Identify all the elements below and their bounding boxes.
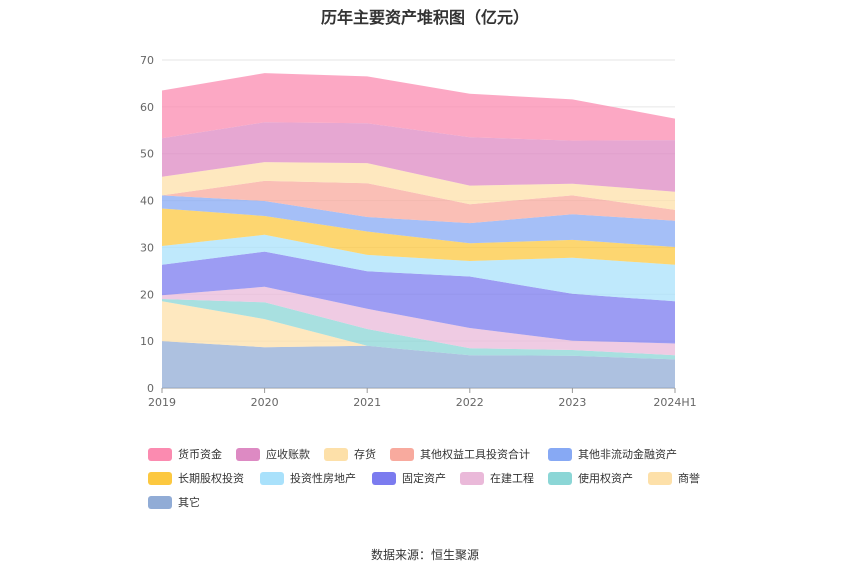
legend-label: 在建工程: [490, 472, 534, 485]
area-series-使用权资产: [162, 299, 675, 360]
area-series-长期股权投资: [162, 208, 675, 265]
area-series-其它: [162, 341, 675, 388]
y-tick-label: 0: [147, 382, 154, 395]
y-tick-label: 40: [140, 195, 154, 208]
legend-item[interactable]: 商誉: [648, 470, 700, 486]
area-series-其他非流动金融资产: [162, 195, 675, 247]
legend-item[interactable]: 长期股权投资: [148, 470, 244, 486]
area-series-其他权益工具投资合计: [162, 180, 675, 224]
legend-label: 长期股权投资: [178, 472, 244, 485]
x-tick-label: 2022: [456, 396, 484, 409]
x-tick-label: 2021: [353, 396, 381, 409]
chart-title: 历年主要资产堆积图（亿元）: [320, 8, 529, 27]
y-tick-label: 10: [140, 335, 154, 348]
y-tick-label: 60: [140, 101, 154, 114]
legend-label: 其他权益工具投资合计: [420, 448, 530, 461]
area-series-存货: [162, 162, 675, 210]
area-series-固定资产: [162, 251, 675, 344]
legend-label: 存货: [354, 448, 376, 461]
legend-label: 投资性房地产: [290, 472, 356, 485]
legend-swatch: [324, 447, 348, 461]
x-tick-label: 2024H1: [653, 396, 696, 409]
area-series-应收账款: [162, 122, 675, 192]
x-tick-label: 2019: [148, 396, 176, 409]
legend-swatch: [236, 447, 260, 461]
legend-swatch: [148, 471, 172, 485]
legend-swatch: [648, 471, 672, 485]
legend-item[interactable]: 应收账款: [236, 446, 310, 462]
y-tick-label: 50: [140, 148, 154, 161]
legend-swatch: [372, 471, 396, 485]
legend-item[interactable]: 货币资金: [148, 446, 222, 462]
legend-label: 其他非流动金融资产: [578, 448, 677, 461]
legend-swatch: [148, 447, 172, 461]
legend-label: 商誉: [678, 472, 700, 485]
x-tick-label: 2020: [251, 396, 279, 409]
legend-label: 使用权资产: [578, 472, 633, 485]
y-tick-label: 70: [140, 54, 154, 67]
area-series-货币资金: [162, 73, 675, 141]
y-tick-label: 30: [140, 241, 154, 254]
y-tick-label: 20: [140, 288, 154, 301]
legend-swatch: [460, 471, 484, 485]
legend-item[interactable]: 固定资产: [372, 470, 446, 486]
legend-swatch: [390, 447, 414, 461]
area-series-商誉: [162, 301, 675, 360]
legend-item[interactable]: 其它: [148, 494, 200, 510]
area-series-投资性房地产: [162, 234, 675, 302]
legend-item[interactable]: 使用权资产: [548, 470, 633, 486]
area-series-在建工程: [162, 286, 675, 356]
area-series-group: [162, 73, 675, 388]
legend-swatch: [548, 471, 572, 485]
data-source: 数据来源：恒生聚源: [370, 548, 479, 562]
axes: 0 10 20 30 40 50 60 70 2019 2020 2021 2022 2023 2024H…: [140, 54, 697, 409]
legend-swatch: [260, 471, 284, 485]
legend-item[interactable]: 投资性房地产: [260, 470, 356, 486]
legend-label: 货币资金: [178, 448, 222, 461]
stacked-area-chart: 0 10 20 30 40 50 60 70 2019 2020 2021 2022 2023 2024H…: [140, 54, 697, 409]
x-tick-label: 2023: [558, 396, 586, 409]
legend-label: 其它: [178, 496, 200, 509]
legend-swatch: [548, 447, 572, 461]
legend-item[interactable]: 其他权益工具投资合计: [390, 446, 530, 462]
legend-item[interactable]: 其他非流动金融资产: [548, 446, 677, 462]
legend-label: 应收账款: [266, 448, 310, 461]
legend-item[interactable]: 在建工程: [460, 470, 534, 486]
legend-item[interactable]: 存货: [324, 446, 376, 462]
legend-swatch: [148, 495, 172, 509]
legend-label: 固定资产: [402, 472, 446, 485]
